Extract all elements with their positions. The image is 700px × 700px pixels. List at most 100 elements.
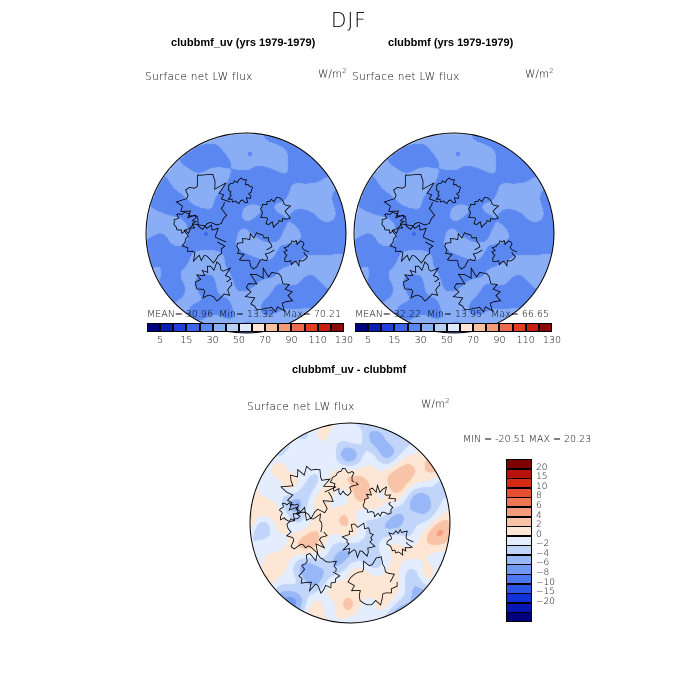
panel-right-colorbar-tick-label: 110 xyxy=(516,335,535,346)
panel-right-colorbar-swatch xyxy=(394,323,408,332)
diff-colorbar: 20 15 10 8 6 4 2 0 −2 −4 −6 −8 −10 −15 −20 xyxy=(506,459,555,623)
panel-left-colorbar-tick-label: 30 xyxy=(206,335,219,346)
diff-colorbar-swatch xyxy=(506,487,532,498)
panel-left-colorbar-swatch xyxy=(147,323,161,332)
coastline-path xyxy=(491,239,518,267)
coastline-path xyxy=(283,239,310,267)
panel-left-colorbar-swatch xyxy=(160,323,174,332)
diff-colorbar-swatch xyxy=(506,516,532,527)
panel-right-colorbar-swatch xyxy=(473,323,487,332)
panel-right-colorbar-tick-label: 90 xyxy=(493,335,506,346)
panel-right-colorbar-swatch xyxy=(407,323,421,332)
coastline-path xyxy=(227,177,253,205)
panel-left-colorbar-swatch xyxy=(212,323,226,332)
diff-colorbar-swatch xyxy=(506,583,532,594)
panel-right-colorbar-swatch xyxy=(420,323,434,332)
diff-panel-polar-map xyxy=(249,422,451,624)
panel-left-colorbar-swatch xyxy=(291,323,305,332)
diff-colorbar-swatch xyxy=(506,468,532,479)
coastline-path xyxy=(383,173,439,230)
panel-left-max: 70.21 xyxy=(313,309,342,320)
diff-colorbar-tick-label: 4 xyxy=(536,510,542,521)
panel-left-colorbar-tick-label: 15 xyxy=(180,335,193,346)
panel-right-colorbar-swatch xyxy=(460,323,474,332)
panel-left-colorbar-swatch xyxy=(317,323,331,332)
panel-right-colorbar-swatch xyxy=(538,323,552,332)
coastline-path xyxy=(280,465,337,521)
diff-colorbar-tick-label: 6 xyxy=(536,500,542,511)
diff-colorbar-tick-label: −20 xyxy=(536,596,555,607)
panel-right-colorbar: 5 15 30 50 70 90 110 130 xyxy=(355,323,561,346)
panel-right-colorbar-swatch xyxy=(446,323,460,332)
diff-colorbar-swatch xyxy=(506,506,532,518)
map-boundary-circle xyxy=(249,422,451,624)
coastline-path xyxy=(278,502,301,522)
panel-left-colorbar-tick-label: 90 xyxy=(285,335,298,346)
panel-left-min: 13.32 xyxy=(246,309,275,320)
coastline-path xyxy=(389,223,435,264)
diff-colorbar-swatch xyxy=(506,574,532,585)
coastline-path xyxy=(452,266,502,313)
panel-left-stats: MEAN= 30.96 Min= 13.32 Max= 70.21 xyxy=(147,309,342,320)
panel-right-colorbar-tick-label: 50 xyxy=(440,335,453,346)
panel-left-field-label: Surface net LW flux xyxy=(145,71,253,83)
panel-right-colorbar-tick-label: 30 xyxy=(414,335,427,346)
coastline-path xyxy=(386,528,414,556)
panel-left-colorbar-swatch xyxy=(238,323,252,332)
map-boundary-circle xyxy=(353,132,555,334)
coastline-path xyxy=(403,261,441,302)
coastline-outlines xyxy=(381,173,518,313)
coastline-path xyxy=(236,232,275,270)
coastline-path xyxy=(347,556,398,606)
diff-colorbar-tick-label: 15 xyxy=(536,472,548,483)
panel-left-colorbar: 5 15 30 50 70 90 110 130 xyxy=(147,323,353,346)
panel-left-colorbar-swatch xyxy=(186,323,200,332)
panel-right-min: 13.95 xyxy=(454,309,483,320)
coastline-path xyxy=(341,522,376,559)
diff-colorbar-tick-label: 8 xyxy=(536,491,542,502)
coastline-path xyxy=(181,223,227,264)
diff-colorbar-swatch xyxy=(506,545,532,556)
diff-panel-field-label: Surface net LW flux xyxy=(247,401,355,413)
panel-left-colorbar-tick-label: 110 xyxy=(308,335,327,346)
panel-left-colorbar-swatch xyxy=(173,323,187,332)
panel-right-colorbar-tick-label: 130 xyxy=(542,335,562,346)
coastline-path xyxy=(329,467,359,496)
coastline-path xyxy=(244,266,294,313)
diff-colorbar-tick-label: 0 xyxy=(536,529,542,540)
panel-left-colorbar-swatch xyxy=(265,323,279,332)
panel-left-colorbar-swatch xyxy=(199,323,213,332)
panel-right-title: clubbmf (yrs 1979-1979) xyxy=(388,37,514,49)
diff-colorbar-swatch xyxy=(506,593,532,604)
panel-left-colorbar-swatch xyxy=(304,323,318,332)
panel-right-colorbar-swatch xyxy=(499,323,513,332)
panel-right-colorbar-swatch xyxy=(381,323,395,332)
panel-right-colorbar-swatch xyxy=(433,323,447,332)
diff-colorbar-tick-label: −15 xyxy=(536,587,555,598)
panel-left-colorbar-tick-label: 130 xyxy=(334,335,354,346)
season-title: DJF xyxy=(331,8,367,32)
panel-right-colorbar-swatch xyxy=(512,323,526,332)
panel-left-polar-map xyxy=(145,132,347,334)
diff-colorbar-tick-label: 20 xyxy=(536,462,548,473)
diff-panel-title: clubbmf_uv - clubbmf xyxy=(292,364,407,376)
diff-colorbar-swatch xyxy=(506,564,532,575)
panel-left-colorbar-tick-label: 5 xyxy=(157,335,164,346)
diff-colorbar-swatch xyxy=(506,459,532,470)
diff-colorbar-tick-label: −8 xyxy=(536,568,550,579)
coastline-path xyxy=(260,196,292,229)
panel-left-colorbar-tick-label: 50 xyxy=(232,335,245,346)
diff-panel-stats: MIN = -20.51 MAX = 20.23 xyxy=(463,434,592,445)
diff-colorbar-swatch xyxy=(506,497,532,508)
panel-left-colorbar-swatch xyxy=(225,323,239,332)
diff-colorbar-swatch xyxy=(506,478,532,489)
diff-colorbar-swatch xyxy=(506,526,532,537)
coastline-outlines xyxy=(278,465,414,606)
coastline-path xyxy=(298,552,341,594)
panel-right-colorbar-tick-label: 15 xyxy=(388,335,401,346)
map-boundary-circle xyxy=(145,132,347,334)
diff-colorbar-tick-label: 2 xyxy=(536,520,542,531)
panel-right-colorbar-swatch xyxy=(486,323,500,332)
coastline-path xyxy=(173,211,198,235)
